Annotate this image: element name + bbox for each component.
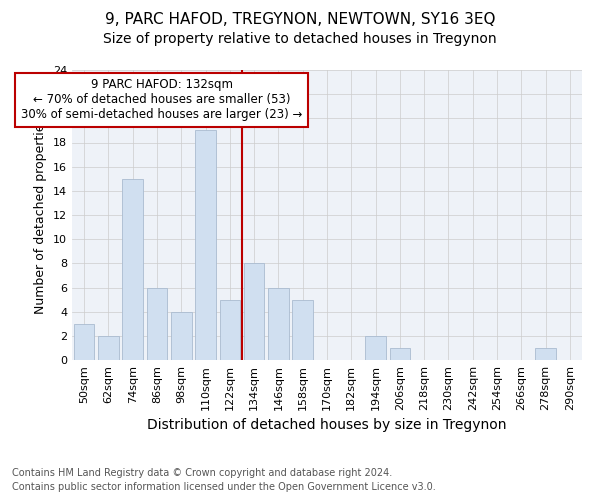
Bar <box>244 264 265 360</box>
Bar <box>292 300 313 360</box>
Bar <box>389 348 410 360</box>
Bar <box>146 288 167 360</box>
Bar <box>74 324 94 360</box>
Text: Contains HM Land Registry data © Crown copyright and database right 2024.: Contains HM Land Registry data © Crown c… <box>12 468 392 477</box>
Bar <box>268 288 289 360</box>
Bar <box>171 312 191 360</box>
Text: Contains public sector information licensed under the Open Government Licence v3: Contains public sector information licen… <box>12 482 436 492</box>
Text: Size of property relative to detached houses in Tregynon: Size of property relative to detached ho… <box>103 32 497 46</box>
X-axis label: Distribution of detached houses by size in Tregynon: Distribution of detached houses by size … <box>147 418 507 432</box>
Y-axis label: Number of detached properties: Number of detached properties <box>34 116 47 314</box>
Bar <box>122 179 143 360</box>
Bar <box>98 336 119 360</box>
Bar <box>195 130 216 360</box>
Text: 9 PARC HAFOD: 132sqm
← 70% of detached houses are smaller (53)
30% of semi-detac: 9 PARC HAFOD: 132sqm ← 70% of detached h… <box>21 78 302 122</box>
Text: 9, PARC HAFOD, TREGYNON, NEWTOWN, SY16 3EQ: 9, PARC HAFOD, TREGYNON, NEWTOWN, SY16 3… <box>105 12 495 28</box>
Bar <box>535 348 556 360</box>
Bar <box>365 336 386 360</box>
Bar <box>220 300 240 360</box>
